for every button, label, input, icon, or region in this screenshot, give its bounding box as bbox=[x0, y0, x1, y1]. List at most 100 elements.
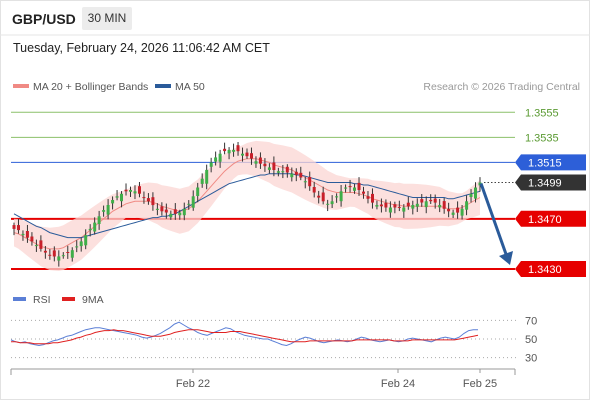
candle-body bbox=[138, 186, 141, 194]
candle-body bbox=[308, 177, 312, 187]
candle-body bbox=[120, 193, 123, 202]
candle-body bbox=[30, 236, 34, 242]
candle-body bbox=[115, 196, 119, 198]
candle-body bbox=[362, 191, 365, 194]
header: GBP/USD 30 MIN bbox=[0, 0, 590, 36]
candle-body bbox=[460, 208, 464, 216]
candle-body bbox=[102, 210, 106, 212]
candle-body bbox=[151, 197, 155, 206]
level-tag-1.3515 bbox=[515, 154, 586, 171]
candlesticks bbox=[12, 141, 482, 267]
candle-body bbox=[205, 169, 209, 184]
candle-body bbox=[330, 201, 334, 205]
candle-body bbox=[429, 199, 433, 202]
level-label-1.3535: 1.3535 bbox=[525, 132, 559, 144]
candle-body bbox=[160, 206, 164, 212]
rsi-tick-70: 70 bbox=[525, 315, 537, 327]
candle-body bbox=[84, 235, 88, 246]
candle-body bbox=[456, 207, 460, 213]
candle-body bbox=[97, 216, 101, 224]
level-label-1.3430: 1.3430 bbox=[528, 264, 562, 276]
candle-body bbox=[133, 191, 137, 194]
candle-body bbox=[214, 157, 218, 162]
candle-body bbox=[465, 201, 469, 210]
candle-body bbox=[451, 212, 455, 215]
timestamp: Tuesday, February 24, 2026 11:06:42 AM C… bbox=[13, 41, 270, 55]
candle-body bbox=[339, 191, 343, 202]
candle-body bbox=[326, 203, 330, 205]
candle-body bbox=[379, 204, 383, 207]
candle-body bbox=[25, 231, 29, 238]
candle-body bbox=[70, 250, 74, 258]
candle-body bbox=[34, 245, 38, 247]
candle-body bbox=[433, 198, 437, 203]
legend-swatch-9ma bbox=[62, 297, 75, 301]
candle-body bbox=[88, 228, 92, 231]
legend-swatch-ma50 bbox=[155, 84, 171, 88]
candle-body bbox=[290, 173, 294, 178]
forecast-arrow-head bbox=[499, 250, 513, 265]
candle-body bbox=[397, 206, 401, 208]
legend-swatch-ma20 bbox=[13, 84, 29, 88]
candle-body bbox=[281, 171, 285, 173]
candle-body bbox=[294, 171, 298, 175]
rsi-panel: 70 50 30 bbox=[10, 315, 537, 365]
candle-body bbox=[21, 233, 25, 236]
level-tag-1.3499 bbox=[515, 174, 586, 191]
candle-body bbox=[155, 208, 159, 210]
candle-body bbox=[48, 254, 52, 256]
level-label-1.3555: 1.3555 bbox=[525, 107, 559, 119]
level-label-1.3499: 1.3499 bbox=[528, 178, 562, 190]
candle-body bbox=[357, 182, 361, 190]
candle-body bbox=[227, 149, 231, 154]
candle-body bbox=[317, 195, 321, 198]
candle-body bbox=[191, 196, 195, 208]
candle-body bbox=[17, 225, 20, 231]
candle-body bbox=[312, 187, 316, 193]
x-tick-label: Feb 24 bbox=[381, 378, 415, 390]
candle-body bbox=[263, 163, 267, 167]
candle-body bbox=[267, 167, 271, 170]
candle-body bbox=[232, 149, 236, 152]
candle-body bbox=[276, 171, 280, 173]
candle-body bbox=[406, 202, 410, 207]
candle-body bbox=[424, 201, 428, 208]
ma50-line bbox=[13, 173, 481, 239]
candle-body bbox=[93, 222, 97, 232]
forecast-arrow-shaft bbox=[479, 182, 509, 258]
candle-body bbox=[129, 190, 132, 192]
candle-body bbox=[241, 153, 244, 156]
candle-body bbox=[209, 162, 213, 167]
main-legend: MA 20 + Bollinger Bands MA 50 bbox=[13, 81, 205, 93]
candle-body bbox=[79, 241, 83, 247]
candle-body bbox=[52, 250, 56, 257]
candle-body bbox=[39, 240, 43, 249]
legend-label-9ma: 9MA bbox=[82, 294, 104, 306]
candle-body bbox=[218, 153, 222, 162]
candle-body bbox=[245, 152, 249, 157]
candle-body bbox=[182, 208, 186, 216]
legend-label-ma50: MA 50 bbox=[175, 81, 205, 93]
legend-label-ma20: MA 20 + Bollinger Bands bbox=[33, 81, 148, 93]
candle-body bbox=[321, 192, 325, 202]
candle-body bbox=[447, 209, 451, 212]
rsi-ma9-line bbox=[11, 329, 479, 345]
candle-body bbox=[420, 199, 424, 203]
candle-body bbox=[442, 201, 446, 209]
candle-body bbox=[236, 145, 240, 152]
candle-body bbox=[124, 189, 128, 192]
candle-body bbox=[335, 196, 339, 198]
x-tick-label: Feb 25 bbox=[463, 378, 497, 390]
candle-body bbox=[415, 203, 419, 207]
rsi-tick-50: 50 bbox=[525, 334, 537, 346]
rsi-legend: RSI 9MA bbox=[13, 294, 104, 306]
candle-body bbox=[366, 196, 370, 199]
candle-body bbox=[43, 250, 47, 253]
candle-body bbox=[142, 197, 146, 199]
timeframe-button[interactable]: 30 MIN bbox=[82, 7, 132, 30]
x-axis: Feb 22 Feb 24 Feb 25 bbox=[10, 369, 516, 390]
candle-body bbox=[371, 193, 374, 203]
candle-body bbox=[12, 225, 16, 229]
candle-body bbox=[200, 178, 204, 184]
